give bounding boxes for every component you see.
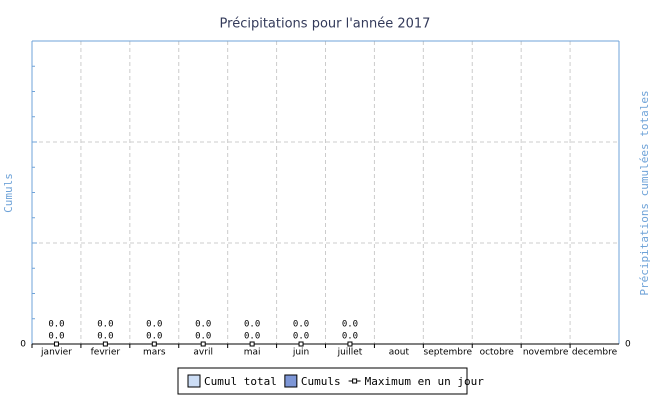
y-tick-label: 0	[20, 340, 26, 350]
line-marker	[53, 341, 59, 347]
x-tick-label: septembre	[424, 348, 473, 358]
y2-axis-title: Précipitations cumulées totales	[638, 90, 650, 295]
x-tick-label: juillet	[337, 348, 363, 358]
x-tick-label: juin	[292, 348, 309, 358]
value-label: 0.0	[97, 332, 113, 342]
value-label: 0.0	[244, 332, 260, 342]
line-marker	[102, 341, 108, 347]
x-tick-label: octobre	[480, 348, 515, 358]
value-label: 0.0	[342, 320, 358, 330]
legend-swatch	[187, 374, 201, 388]
chart-title: Précipitations pour l'année 2017	[220, 17, 431, 32]
x-tick-label: mars	[143, 348, 166, 358]
value-label: 0.0	[48, 332, 64, 342]
value-label: 0.0	[342, 332, 358, 342]
legend-label: Cumul total	[204, 375, 277, 388]
x-tick-label: mai	[244, 348, 261, 358]
x-tick-label: decembre	[572, 348, 618, 358]
x-tick-label: novembre	[523, 348, 569, 358]
legend-swatch	[284, 374, 298, 388]
x-tick-label: fevrier	[91, 348, 121, 358]
value-label: 0.0	[48, 320, 64, 330]
line-marker	[298, 341, 304, 347]
legend-label: Cumuls	[301, 375, 341, 388]
value-label: 0.0	[195, 332, 211, 342]
x-tick-label: avril	[193, 348, 213, 358]
line-marker	[249, 341, 255, 347]
y2-tick-label: 0	[625, 340, 631, 350]
y-axis-title: Cumuls	[2, 173, 15, 213]
value-label: 0.0	[146, 332, 162, 342]
x-tick-label: aout	[389, 348, 410, 358]
line-marker	[347, 341, 353, 347]
x-tick-label: janvier	[40, 348, 72, 358]
value-label: 0.0	[293, 332, 309, 342]
value-label: 0.0	[195, 320, 211, 330]
legend-marker	[352, 378, 358, 384]
value-label: 0.0	[97, 320, 113, 330]
value-label: 0.0	[293, 320, 309, 330]
line-marker	[200, 341, 206, 347]
value-label: 0.0	[146, 320, 162, 330]
legend-label: Maximum en un jour	[365, 375, 485, 388]
value-label: 0.0	[244, 320, 260, 330]
legend-box	[177, 367, 468, 395]
line-marker	[151, 341, 157, 347]
